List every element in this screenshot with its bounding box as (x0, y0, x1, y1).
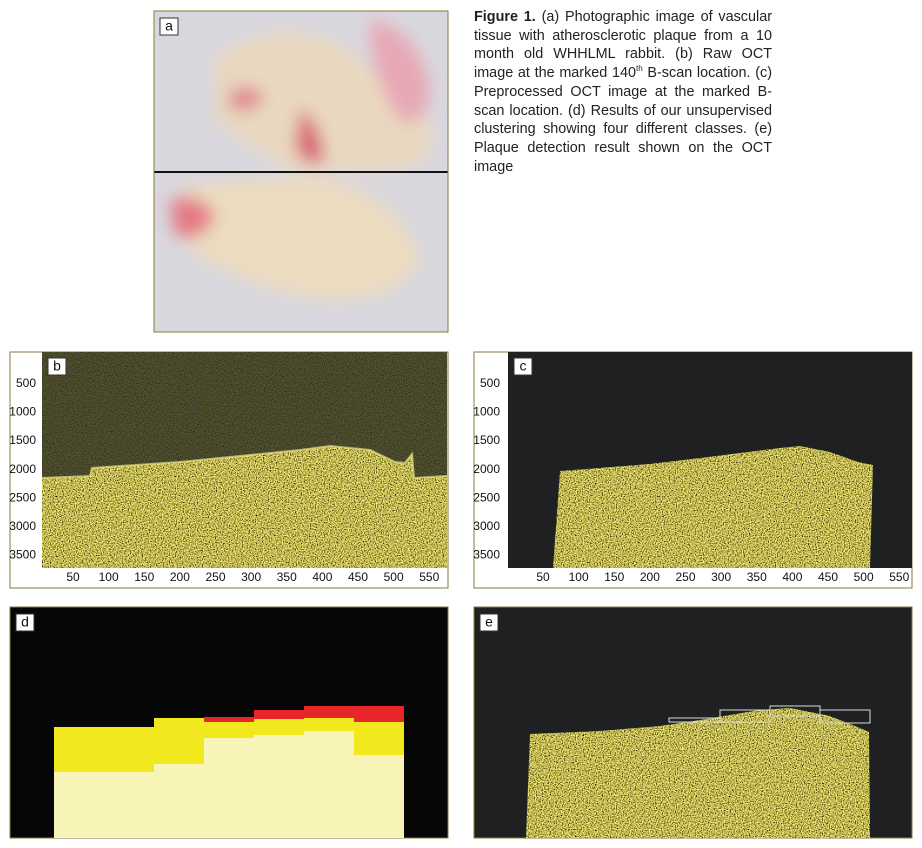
panel-label-box (479, 613, 499, 632)
y-tick-label: 3000 (9, 519, 36, 533)
y-tick-label: 2000 (473, 462, 500, 476)
oct-tissue (553, 446, 873, 568)
x-tick-label: 400 (312, 570, 332, 584)
oct-tissue (526, 708, 870, 838)
caption-text: (a) Photographic image of vascular tissu… (474, 9, 772, 82)
x-tick-label: 250 (206, 570, 226, 584)
x-tick-label: 400 (782, 570, 802, 584)
x-tick-label: 500 (854, 570, 874, 584)
y-tick-label: 500 (480, 376, 500, 390)
figure-caption: Figure 1. (a) Photographic image of vasc… (474, 8, 772, 176)
panel-label-box (159, 17, 179, 36)
y-tick-label: 3500 (9, 548, 36, 562)
cluster-map (54, 706, 404, 838)
x-tick-label: 50 (536, 570, 550, 584)
y-tick-label: 1000 (9, 404, 36, 418)
x-tick-label: 350 (277, 570, 297, 584)
x-tick-label: 100 (99, 570, 119, 584)
x-tick-label: 150 (604, 570, 624, 584)
x-tick-label: 200 (640, 570, 660, 584)
x-tick-label: 200 (170, 570, 190, 584)
x-tick-label: 150 (134, 570, 154, 584)
y-tick-label: 2500 (473, 490, 500, 504)
y-tick-label: 1500 (473, 433, 500, 447)
y-tick-label: 2000 (9, 462, 36, 476)
y-tick-label: 3500 (473, 548, 500, 562)
panel-label-box (513, 357, 533, 376)
y-tick-label: 1000 (473, 404, 500, 418)
y-tick-label: 3000 (473, 519, 500, 533)
panel-frame (153, 10, 449, 333)
x-tick-label: 500 (384, 570, 404, 584)
x-tick-label: 450 (818, 570, 838, 584)
oct-tissue (42, 446, 447, 568)
x-tick-label: 350 (747, 570, 767, 584)
x-tick-label: 250 (676, 570, 696, 584)
panel-label: c (520, 358, 527, 374)
caption-title: Figure 1. (474, 9, 536, 25)
photo-panel (154, 11, 448, 332)
x-tick-label: 300 (711, 570, 731, 584)
y-tick-label: 1500 (9, 433, 36, 447)
x-tick-label: 550 (419, 570, 439, 584)
caption-superscript: th (636, 64, 643, 74)
x-tick-label: 50 (66, 570, 80, 584)
panel-label-box (47, 357, 67, 376)
panel-label: e (485, 614, 493, 630)
plaque-boxes (668, 705, 871, 724)
y-tick-label: 2500 (9, 490, 36, 504)
x-tick-label: 550 (889, 570, 909, 584)
x-tick-label: 300 (241, 570, 261, 584)
panel-label-box (15, 613, 35, 632)
x-tick-label: 100 (569, 570, 589, 584)
y-tick-label: 500 (16, 376, 36, 390)
panel-label: d (21, 614, 29, 630)
caption-text: B-scan location. (c) Preprocessed OCT im… (474, 65, 772, 175)
panel-label: a (165, 18, 173, 34)
x-tick-label: 450 (348, 570, 368, 584)
panel-label: b (53, 358, 61, 374)
